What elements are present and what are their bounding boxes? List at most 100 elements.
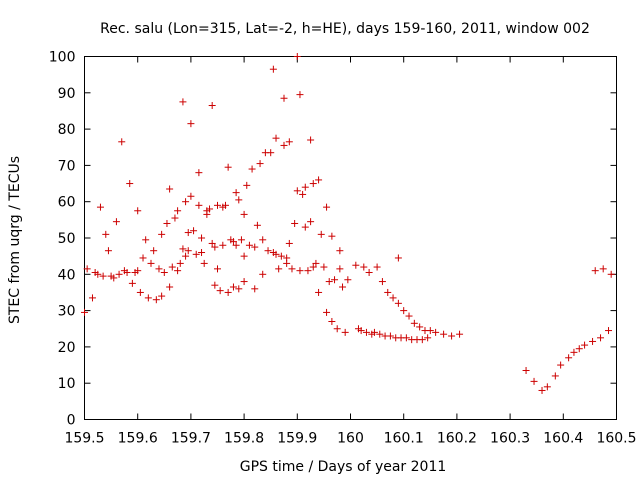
- data-point: [171, 214, 179, 222]
- x-tick-label: 160.1: [384, 431, 424, 447]
- data-point: [174, 207, 182, 215]
- data-point: [336, 265, 344, 273]
- data-points: [81, 53, 615, 394]
- data-point: [94, 270, 102, 278]
- data-point: [352, 261, 360, 269]
- data-point: [251, 285, 259, 293]
- data-point: [312, 259, 320, 267]
- data-point: [139, 254, 147, 262]
- data-point: [551, 372, 559, 380]
- data-point: [195, 201, 203, 209]
- x-tick-label: 159.7: [171, 431, 211, 447]
- data-point: [299, 190, 307, 198]
- data-point: [605, 327, 613, 335]
- y-tick-label: 80: [58, 122, 76, 138]
- y-axis-label: STEC from uqrg / TECUs: [7, 156, 23, 324]
- data-point: [424, 334, 432, 342]
- data-point: [235, 285, 243, 293]
- data-point: [237, 236, 245, 244]
- data-point: [389, 294, 397, 302]
- data-point: [272, 134, 280, 142]
- data-point: [405, 312, 413, 320]
- data-point: [456, 330, 464, 338]
- data-point: [291, 219, 299, 227]
- data-point: [328, 232, 336, 240]
- data-point: [214, 201, 221, 209]
- data-point: [280, 94, 288, 102]
- data-point: [293, 187, 301, 195]
- data-point: [426, 327, 434, 335]
- data-point: [285, 138, 293, 146]
- y-tick-label: 70: [58, 158, 76, 174]
- data-point: [168, 263, 176, 271]
- data-point: [248, 165, 256, 173]
- data-point: [410, 319, 418, 327]
- data-point: [147, 259, 155, 267]
- data-point: [394, 299, 402, 307]
- data-point: [277, 252, 285, 260]
- data-point: [115, 270, 123, 278]
- data-point: [402, 334, 410, 342]
- data-point: [198, 249, 206, 257]
- y-tick-label: 20: [58, 340, 76, 356]
- data-point: [378, 278, 386, 286]
- plot-frame: [84, 56, 617, 420]
- data-point: [293, 53, 301, 60]
- y-tick-label: 40: [58, 267, 76, 283]
- x-tick-label: 160.2: [437, 431, 477, 447]
- data-point: [219, 241, 227, 249]
- data-point: [280, 141, 288, 149]
- data-point: [607, 270, 615, 278]
- data-point: [267, 149, 275, 157]
- data-point: [599, 265, 607, 273]
- data-point: [365, 268, 373, 276]
- data-point: [317, 230, 325, 238]
- data-point: [373, 263, 381, 271]
- data-point: [309, 263, 317, 271]
- data-point: [240, 278, 248, 286]
- data-point: [187, 120, 195, 128]
- y-tick-label: 90: [58, 86, 76, 102]
- data-point: [344, 276, 352, 284]
- data-point: [126, 180, 134, 188]
- x-tick-label: 160: [337, 431, 364, 447]
- data-point: [123, 268, 131, 276]
- data-point: [285, 239, 293, 247]
- data-point: [224, 288, 232, 296]
- data-point: [304, 267, 312, 275]
- data-point: [184, 247, 192, 255]
- data-point: [163, 219, 171, 227]
- data-point: [118, 138, 126, 146]
- data-point: [104, 247, 112, 255]
- data-point: [570, 348, 578, 356]
- data-point: [432, 328, 440, 336]
- data-point: [96, 203, 104, 211]
- y-tick-label: 100: [49, 50, 76, 66]
- data-point: [136, 288, 144, 296]
- data-point: [269, 65, 277, 73]
- data-point: [296, 91, 304, 99]
- data-point: [256, 160, 264, 168]
- data-point: [323, 308, 331, 316]
- data-point: [384, 288, 392, 296]
- data-point: [221, 201, 229, 209]
- data-point: [307, 136, 315, 144]
- data-point: [386, 332, 394, 340]
- data-point: [264, 247, 272, 255]
- data-point: [240, 252, 248, 260]
- y-tick-label: 10: [58, 376, 76, 392]
- data-point: [128, 279, 136, 287]
- data-point: [315, 288, 323, 296]
- data-point: [400, 307, 408, 315]
- data-point: [160, 268, 168, 276]
- data-point: [208, 239, 216, 247]
- x-tick-label: 159.8: [224, 431, 264, 447]
- data-point: [333, 325, 341, 333]
- data-point: [360, 263, 368, 271]
- data-point: [192, 250, 200, 258]
- data-point: [81, 308, 88, 316]
- data-point: [211, 243, 219, 251]
- data-point: [166, 185, 174, 193]
- data-point: [110, 274, 118, 282]
- y-tick-label: 50: [58, 231, 76, 247]
